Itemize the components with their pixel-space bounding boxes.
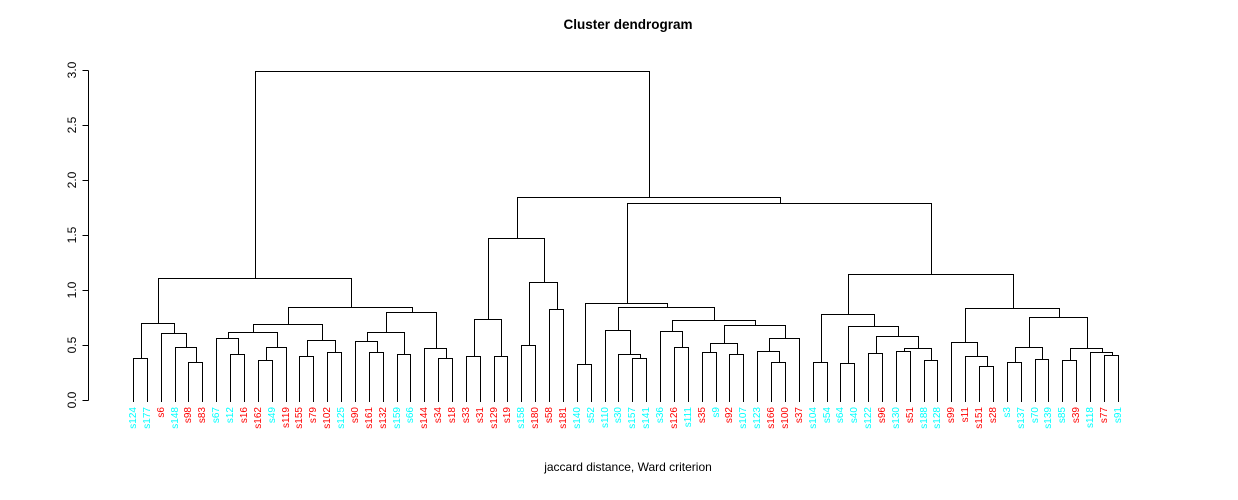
leaf-label: s52 xyxy=(586,407,597,424)
leaf-label: s70 xyxy=(1030,407,1041,424)
leaf-label: s64 xyxy=(835,407,846,424)
leaf-label: s181 xyxy=(558,407,569,429)
y-axis-tick-label: 3.0 xyxy=(65,61,79,78)
leaf-label: s9 xyxy=(711,407,722,418)
leaf-label: s54 xyxy=(822,407,833,424)
leaf-label: s51 xyxy=(905,407,916,424)
leaf-label: s36 xyxy=(655,407,666,424)
leaf-label: s33 xyxy=(461,407,472,424)
dendrogram-lines xyxy=(133,71,1119,402)
leaf-label: s140 xyxy=(572,407,583,429)
leaf-label: s34 xyxy=(433,407,444,424)
leaf-label: s177 xyxy=(142,407,153,429)
y-axis-tick-label: 1.5 xyxy=(65,226,79,243)
leaf-label: s58 xyxy=(544,407,555,424)
leaf-label: s28 xyxy=(988,407,999,424)
leaf-label: s102 xyxy=(322,407,333,429)
leaf-label: s92 xyxy=(724,407,735,424)
leaf-label: s166 xyxy=(766,407,777,429)
leaf-label: s139 xyxy=(1043,407,1054,429)
leaf-label: s148 xyxy=(170,407,181,429)
leaf-label: s85 xyxy=(1057,407,1068,424)
leaf-label: s162 xyxy=(253,407,264,429)
leaf-label: s161 xyxy=(364,407,375,429)
leaf-label: s98 xyxy=(183,407,194,424)
leaf-label: s141 xyxy=(641,407,652,429)
y-axis-tick-label: 2.0 xyxy=(65,171,79,188)
leaf-label: s125 xyxy=(336,407,347,429)
leaf-label: s35 xyxy=(697,407,708,424)
leaf-label: s100 xyxy=(780,407,791,429)
leaf-label: s180 xyxy=(530,407,541,429)
y-axis-tick-label: 0.0 xyxy=(65,391,79,408)
leaf-label: s31 xyxy=(475,407,486,424)
leaf-label: s124 xyxy=(128,407,139,429)
leaf-label: s129 xyxy=(489,407,500,429)
leaf-label: s79 xyxy=(308,407,319,424)
leaf-label: s159 xyxy=(392,407,403,429)
leaf-label: s126 xyxy=(669,407,680,429)
leaf-label: s123 xyxy=(752,407,763,429)
leaf-label: s19 xyxy=(502,407,513,424)
leaf-label: s104 xyxy=(808,407,819,429)
y-axis-tick-label: 2.5 xyxy=(65,116,79,133)
leaf-label: s11 xyxy=(960,407,971,423)
leaf-label: s130 xyxy=(891,407,902,429)
leaf-label: s155 xyxy=(294,407,305,429)
leaf-label: s111 xyxy=(683,407,694,428)
leaf-label: s67 xyxy=(211,407,222,424)
leaf-label: s16 xyxy=(239,407,250,424)
leaf-label: s6 xyxy=(156,407,167,418)
leaf-label: s137 xyxy=(1016,407,1027,429)
leaf-label: s49 xyxy=(267,407,278,424)
leaf-label: s188 xyxy=(919,407,930,429)
leaf-label: s77 xyxy=(1099,407,1110,424)
y-axis xyxy=(82,70,89,401)
y-axis-tick-label: 1.0 xyxy=(65,281,79,298)
leaf-label: s30 xyxy=(613,407,624,424)
leaf-label: s12 xyxy=(225,407,236,424)
leaf-label: s151 xyxy=(974,407,985,429)
leaf-label: s128 xyxy=(932,407,943,429)
leaf-label: s110 xyxy=(600,407,611,428)
leaf-label: s119 xyxy=(281,407,292,428)
leaf-label: s3 xyxy=(1002,407,1013,418)
leaf-label: s40 xyxy=(849,407,860,424)
leaf-label: s132 xyxy=(378,407,389,429)
leaf-label: s18 xyxy=(447,407,458,424)
y-axis-tick-label: 0.5 xyxy=(65,336,79,353)
leaf-label: s157 xyxy=(627,407,638,429)
leaf-label: s90 xyxy=(350,407,361,424)
leaf-label: s122 xyxy=(863,407,874,429)
chart-title: Cluster dendrogram xyxy=(563,17,693,32)
leaf-label: s39 xyxy=(1071,407,1082,424)
x-axis-caption: jaccard distance, Ward criterion xyxy=(544,460,712,474)
leaf-label: s83 xyxy=(197,407,208,424)
leaf-label: s158 xyxy=(516,407,527,429)
leaf-label: s107 xyxy=(738,407,749,429)
leaf-label: s118 xyxy=(1085,407,1096,428)
leaf-label: s91 xyxy=(1113,407,1124,424)
leaf-label: s37 xyxy=(794,407,805,424)
leaf-label: s99 xyxy=(946,407,957,424)
leaf-label: s144 xyxy=(419,407,430,429)
leaf-label: s66 xyxy=(405,407,416,424)
leaf-label: s96 xyxy=(877,407,888,424)
